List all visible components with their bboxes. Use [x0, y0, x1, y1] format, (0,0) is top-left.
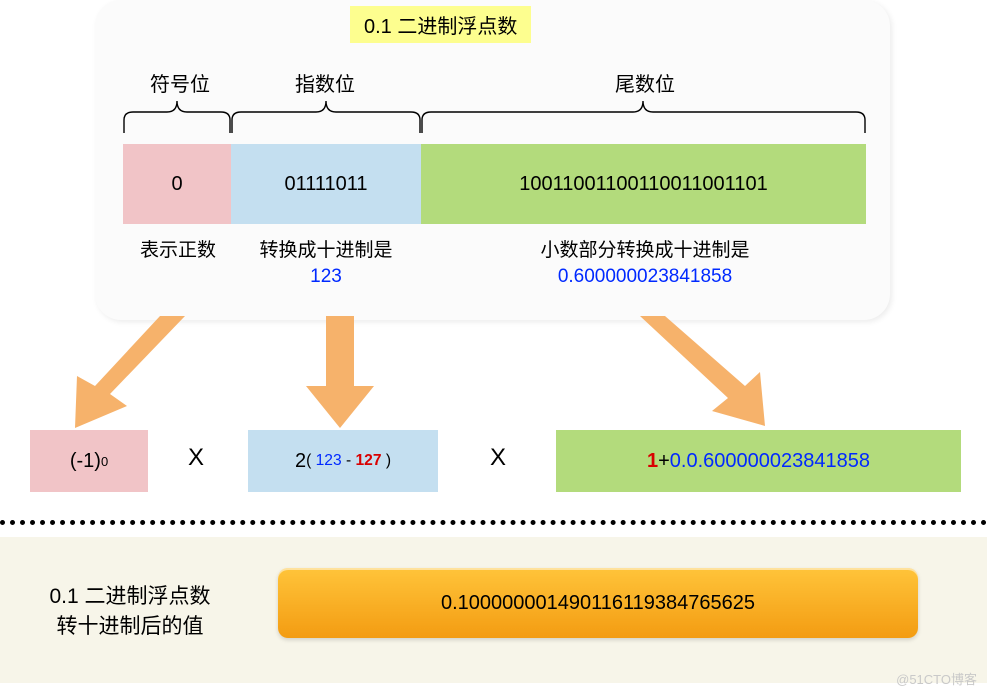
arrow-mantissa: [620, 316, 790, 432]
formula-exp-box: 2 ( 123 - 127 ): [248, 430, 438, 492]
result-value: 0.100000001490116119384765625: [441, 592, 755, 615]
desc-sign: 表示正数: [113, 238, 243, 264]
desc-mant-value: 0.600000023841858: [558, 266, 732, 287]
arrow-sign: [55, 316, 205, 432]
formula-mant-plus: +: [658, 450, 670, 473]
formula-exp-base: 2: [295, 450, 306, 473]
formula-sign-base: (-1): [70, 450, 101, 473]
formula-exp-sup: ( 123 - 127 ): [306, 452, 391, 470]
desc-mant-text: 小数部分转换成十进制是: [540, 240, 749, 261]
formula-sign-sup: 0: [101, 454, 108, 469]
watermark: @51CTO博客: [896, 669, 977, 688]
formula-mant-box: 1 + 0.0.600000023841858: [556, 430, 961, 492]
desc-mantissa: 小数部分转换成十进制是 0.600000023841858: [515, 238, 775, 289]
desc-exponent: 转换成十进制是 123: [251, 238, 401, 289]
formula-mant-val: 0.0.600000023841858: [670, 450, 870, 473]
cell-exponent: 01111011: [231, 144, 421, 224]
result-label-l1: 0.1 二进制浮点数: [49, 585, 210, 608]
label-sign: 符号位: [145, 68, 215, 97]
desc-sign-text: 表示正数: [140, 240, 216, 261]
divider-dots: [0, 520, 987, 530]
result-label-l2: 转十进制后的值: [57, 615, 204, 638]
cell-sign: 0: [123, 144, 231, 224]
formula-mant-one: 1: [647, 450, 658, 473]
result-box: 0.100000001490116119384765625: [278, 568, 918, 638]
cell-mantissa: 10011001100110011001101: [421, 144, 866, 224]
formula-sign-box: (-1)0: [30, 430, 148, 492]
brace-exponent: [231, 100, 421, 134]
mult-1: X: [188, 444, 204, 472]
arrow-exponent: [300, 316, 380, 432]
brace-sign: [123, 100, 231, 134]
brace-mantissa: [421, 100, 866, 134]
mult-2: X: [490, 444, 506, 472]
result-label: 0.1 二进制浮点数 转十进制后的值: [20, 582, 240, 643]
label-mantissa: 尾数位: [610, 68, 680, 97]
title-badge: 0.1 二进制浮点数: [350, 6, 531, 43]
desc-exp-value: 123: [310, 266, 342, 287]
label-exponent: 指数位: [290, 68, 360, 97]
desc-exp-text: 转换成十进制是: [259, 240, 392, 261]
